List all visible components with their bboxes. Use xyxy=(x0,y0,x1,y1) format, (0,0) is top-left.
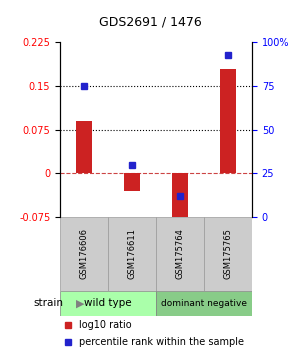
Bar xyxy=(60,217,108,291)
Bar xyxy=(220,69,236,173)
Bar xyxy=(156,217,204,291)
Bar xyxy=(108,217,156,291)
Bar xyxy=(204,217,252,291)
Text: wild type: wild type xyxy=(84,298,132,308)
Text: GSM175765: GSM175765 xyxy=(224,228,232,279)
Text: GSM176606: GSM176606 xyxy=(80,228,88,279)
Text: percentile rank within the sample: percentile rank within the sample xyxy=(79,337,244,347)
Text: GSM175764: GSM175764 xyxy=(176,228,184,279)
Text: dominant negative: dominant negative xyxy=(161,299,247,308)
Bar xyxy=(124,173,140,191)
Bar xyxy=(76,121,92,173)
Text: strain: strain xyxy=(34,298,64,308)
Bar xyxy=(60,291,156,316)
Bar xyxy=(156,291,252,316)
Text: GSM176611: GSM176611 xyxy=(128,228,136,279)
Text: GDS2691 / 1476: GDS2691 / 1476 xyxy=(99,15,201,28)
Bar xyxy=(172,173,188,226)
Text: ▶: ▶ xyxy=(76,298,84,308)
Text: log10 ratio: log10 ratio xyxy=(79,320,132,330)
